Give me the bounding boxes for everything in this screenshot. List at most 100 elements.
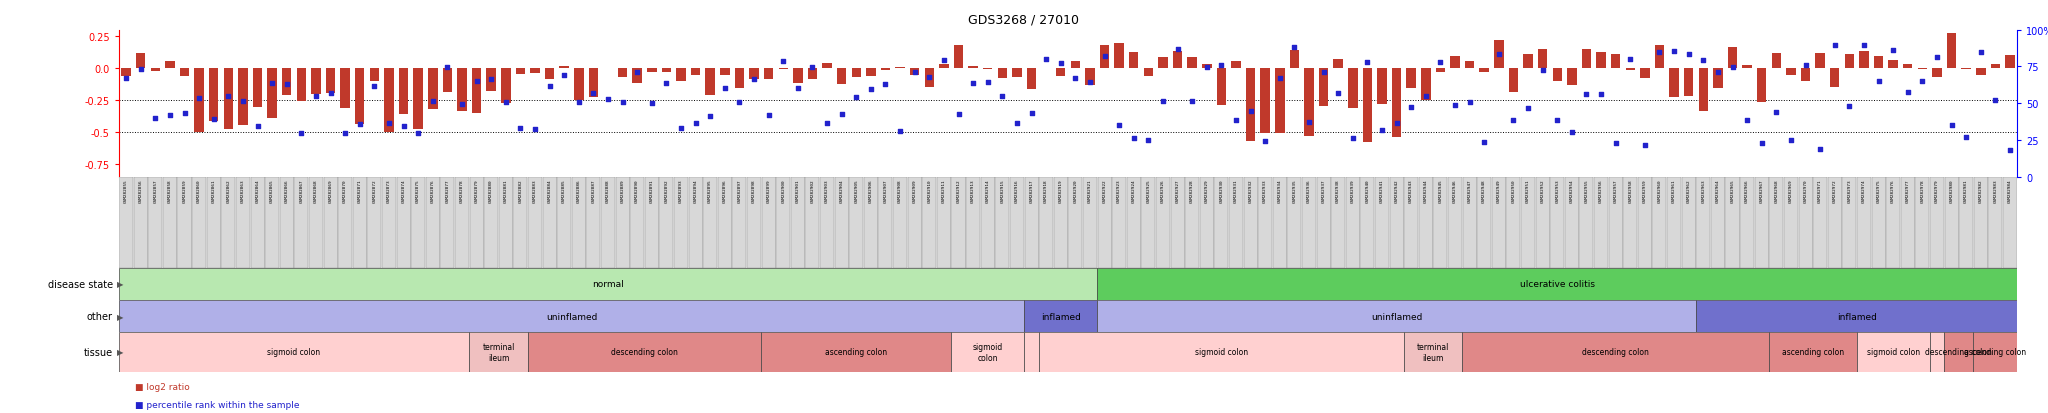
Bar [264,177,279,268]
Bar [647,69,657,73]
Bar [850,177,864,268]
Text: GSM282968: GSM282968 [1774,179,1778,202]
Text: uninflamed: uninflamed [1370,312,1421,321]
Bar [735,69,743,89]
Bar [1698,69,1708,112]
Point [868,81,901,88]
Text: GSM282982: GSM282982 [1978,179,1982,202]
Point [1147,98,1180,105]
Bar [1800,69,1810,81]
Text: GSM282927: GSM282927 [1176,179,1180,202]
Point [111,75,143,82]
Text: disease state: disease state [47,279,113,289]
Point [1731,117,1763,123]
Bar [442,69,453,93]
Text: GSM282933: GSM282933 [1264,179,1268,202]
Text: GSM282925: GSM282925 [1147,179,1151,202]
Bar [119,268,1098,300]
Bar [1595,52,1606,69]
Bar [1872,177,1886,268]
Bar [1217,69,1227,105]
Bar [1989,177,2003,268]
Bar [1376,69,1386,105]
Point [563,99,596,106]
Bar [950,332,1024,372]
Bar [1638,177,1653,268]
Point [1673,52,1706,58]
Bar [733,177,745,268]
Bar [600,177,614,268]
Bar [1450,57,1460,69]
Text: GSM282972: GSM282972 [1833,179,1837,202]
Bar [1098,300,1696,332]
Point [1307,70,1339,76]
Point [139,116,172,122]
Point [971,80,1004,86]
Bar [121,69,131,77]
Text: GSM282961: GSM282961 [1671,179,1675,202]
Bar [1393,69,1401,137]
Bar [719,177,731,268]
Bar [907,177,922,268]
Bar [1886,177,1901,268]
Bar [1038,332,1405,372]
Text: GSM282966: GSM282966 [1745,179,1749,202]
Point [1030,57,1063,63]
Bar [1917,69,1927,70]
Point [840,95,872,102]
Bar [311,69,322,95]
Bar [1174,52,1182,69]
Bar [1260,69,1270,134]
Bar [559,67,569,69]
Text: GSM282970: GSM282970 [1804,179,1808,202]
Bar [864,177,879,268]
Bar [1024,332,1038,372]
Point [825,112,858,119]
Bar [1550,177,1565,268]
Bar [852,69,860,78]
Bar [1960,177,1972,268]
Bar [909,69,920,76]
Bar [178,177,193,268]
Text: GSM282893: GSM282893 [680,179,684,202]
Bar [1024,177,1038,268]
Text: GSM282978: GSM282978 [1921,179,1925,202]
Bar [838,69,846,85]
Bar [354,69,365,124]
Bar [1276,69,1284,133]
Text: GSM282856: GSM282856 [139,179,143,202]
Bar [1948,33,1956,69]
Text: normal: normal [592,280,625,289]
Bar [1931,69,1942,78]
Text: GSM282935: GSM282935 [1292,179,1296,202]
Bar [268,69,276,119]
Text: GSM282872: GSM282872 [373,179,377,202]
Text: ■ percentile rank within the sample: ■ percentile rank within the sample [135,400,299,409]
Bar [1653,177,1667,268]
Point [1804,147,1837,153]
Point [1321,90,1354,97]
Point [985,93,1018,100]
Text: GSM282912: GSM282912 [956,179,961,202]
Point [1599,140,1632,147]
Point [723,100,756,107]
Point [1235,108,1268,115]
Bar [1348,69,1358,109]
Bar [1391,177,1403,268]
Point [1497,118,1530,124]
Text: GSM282903: GSM282903 [825,179,829,202]
Bar [180,69,188,77]
Bar [119,300,1024,332]
Text: GSM282959: GSM282959 [1642,179,1647,202]
Bar [1085,69,1096,86]
Point [168,111,201,117]
Text: GSM282951: GSM282951 [1526,179,1530,202]
Bar [748,177,762,268]
Text: GSM282937: GSM282937 [1321,179,1325,202]
Text: GSM282881: GSM282881 [504,179,508,202]
Text: ■ log2 ratio: ■ log2 ratio [135,382,190,392]
Bar [1305,69,1313,137]
Bar [236,177,250,268]
Text: GSM282957: GSM282957 [1614,179,1618,202]
Bar [1331,177,1346,268]
